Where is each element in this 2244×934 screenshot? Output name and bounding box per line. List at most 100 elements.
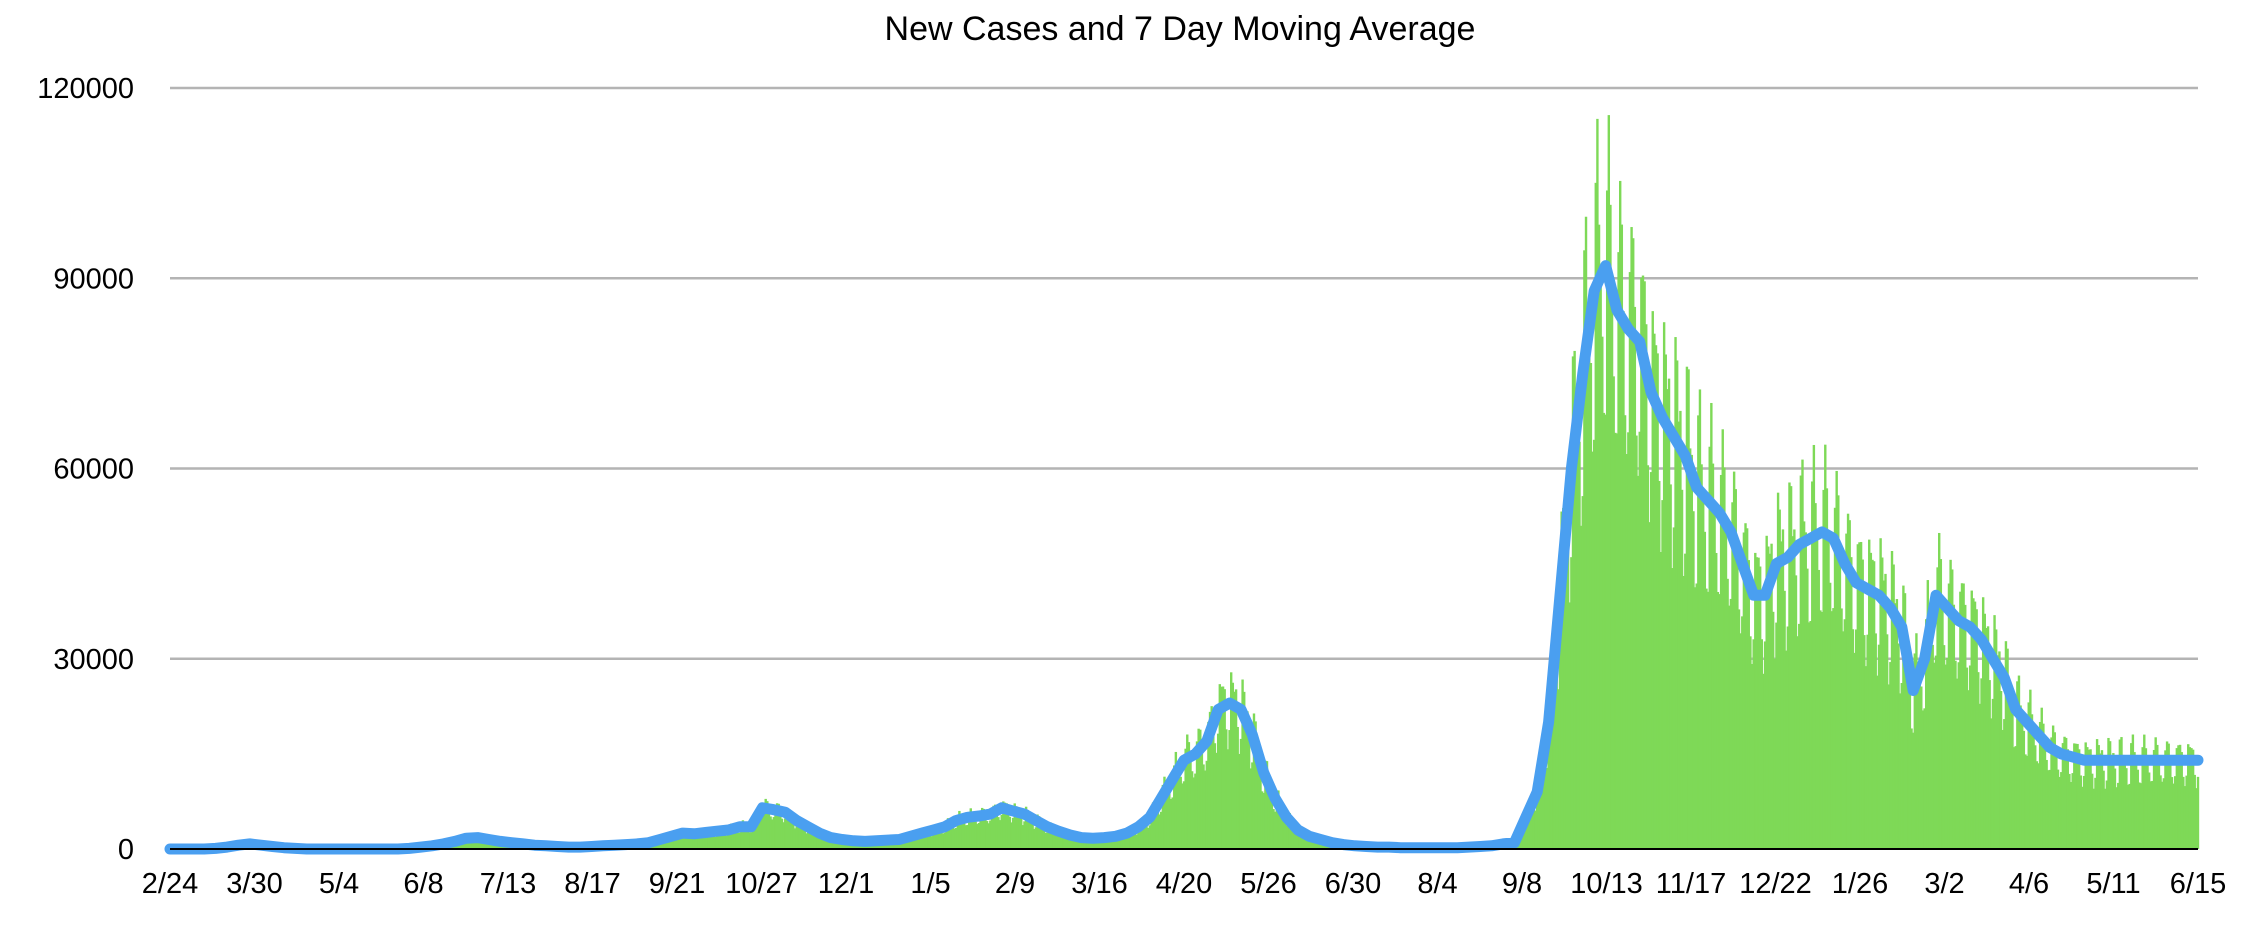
daily-cases-bar [1278, 801, 1282, 849]
daily-cases-bar [1060, 827, 1064, 849]
daily-cases-bar [1565, 487, 1568, 849]
daily-cases-bar [2068, 773, 2071, 849]
daily-cases-bar [1711, 463, 1715, 849]
daily-cases-bar [1988, 680, 1991, 849]
daily-cases-bar [1827, 535, 1830, 849]
daily-cases-bar [1833, 507, 1837, 849]
daily-cases-bar [1786, 626, 1790, 849]
daily-cases-bar [1146, 827, 1150, 849]
daily-cases-bar [1627, 432, 1630, 849]
daily-cases-bar [1298, 828, 1301, 849]
daily-cases-bar [1581, 496, 1584, 849]
daily-cases-bar [823, 834, 826, 849]
daily-cases-bar [1124, 838, 1127, 849]
daily-cases-bar [1721, 429, 1724, 849]
daily-cases-bar [722, 829, 725, 849]
daily-cases-bar [953, 828, 956, 849]
daily-cases-bar [1918, 670, 1921, 849]
daily-cases-bar [1557, 689, 1560, 849]
daily-cases-bar [950, 822, 953, 849]
daily-cases-bar [2079, 775, 2083, 849]
daily-cases-bar [1910, 728, 1913, 849]
daily-cases-bar [733, 827, 736, 849]
daily-cases-bar [1682, 575, 1685, 849]
daily-cases-bar [841, 842, 844, 849]
daily-cases-bar [2029, 689, 2032, 849]
daily-cases-bar [1591, 451, 1594, 849]
daily-cases-bar [1579, 525, 1583, 849]
daily-cases-bar [2040, 707, 2043, 849]
daily-cases-bar [1780, 541, 1783, 849]
daily-cases-bar [1265, 761, 1269, 849]
daily-cases-bar [1133, 831, 1137, 849]
daily-cases-bar [1254, 721, 1257, 849]
daily-cases-bar [1524, 823, 1527, 849]
daily-cases-bar [2027, 702, 2030, 849]
daily-cases-bar [1028, 814, 1031, 849]
daily-cases-bar [731, 827, 735, 849]
daily-cases-bar [2175, 748, 2179, 849]
x-tick-label: 9/8 [1502, 868, 1542, 900]
daily-cases-bar [1156, 807, 1160, 849]
daily-cases-bar [1597, 224, 1601, 850]
daily-cases-bar [1200, 741, 1204, 849]
x-tick-label: 4/6 [2009, 868, 2049, 900]
chart-title: New Cases and 7 Day Moving Average [885, 10, 1476, 48]
daily-cases-bar [912, 833, 916, 849]
daily-cases-bar [1739, 633, 1742, 849]
daily-cases-bar [1809, 621, 1812, 849]
daily-cases-bar [1752, 639, 1755, 849]
daily-cases-bar [1755, 557, 1759, 849]
daily-cases-bar [678, 836, 681, 849]
daily-cases-bar [2154, 737, 2157, 849]
daily-cases-bar [959, 815, 963, 849]
x-tick-label: 3/30 [226, 868, 282, 900]
daily-cases-bar [1981, 597, 1985, 849]
daily-cases-bar [2091, 773, 2094, 849]
daily-cases-bar [1029, 814, 1033, 849]
daily-cases-bar [808, 822, 811, 849]
daily-cases-bar [1892, 564, 1895, 849]
daily-cases-bar [2008, 683, 2011, 849]
daily-cases-bar [805, 833, 808, 849]
daily-cases-bar [2187, 744, 2190, 849]
daily-cases-bar [1902, 585, 1905, 849]
daily-cases-bar [1737, 609, 1741, 849]
daily-cases-bar [1710, 402, 1713, 849]
daily-cases-bar [1942, 645, 1946, 849]
daily-cases-bar [1881, 557, 1884, 849]
daily-cases-bar [1176, 761, 1179, 849]
daily-cases-bar [1166, 786, 1169, 849]
y-tick-label: 0 [118, 834, 134, 866]
daily-cases-bar [940, 829, 943, 849]
daily-cases-bar [753, 813, 756, 849]
daily-cases-bar [697, 831, 701, 849]
daily-cases-bar [704, 836, 707, 849]
daily-cases-bar [2009, 686, 2013, 849]
daily-cases-bar [1155, 804, 1158, 849]
daily-cases-bar [1145, 822, 1148, 849]
daily-cases-bar [2115, 787, 2118, 849]
daily-cases-bar [2021, 713, 2024, 849]
daily-cases-bar [932, 834, 935, 849]
daily-cases-bar [2055, 748, 2058, 849]
daily-cases-bar [1898, 693, 1902, 849]
daily-cases-bar [1304, 837, 1308, 849]
daily-cases-bar [1999, 690, 2003, 849]
daily-cases-bar [1299, 827, 1303, 849]
daily-cases-bar [2152, 749, 2156, 849]
daily-cases-bar [1604, 414, 1607, 849]
daily-cases-bar [1168, 791, 1171, 849]
daily-cases-bar [2160, 781, 2164, 849]
daily-cases-bar [1715, 552, 1718, 849]
daily-cases-bar [1129, 828, 1132, 849]
daily-cases-bar [2125, 768, 2128, 849]
daily-cases-bar [1234, 689, 1238, 849]
daily-cases-bar [2076, 743, 2079, 849]
daily-cases-bar [2061, 743, 2065, 849]
daily-cases-bar [2136, 769, 2139, 849]
x-tick-label: 6/8 [403, 868, 443, 900]
daily-cases-bar [751, 820, 754, 849]
x-tick-label: 1/5 [910, 868, 950, 900]
daily-cases-bar [1623, 415, 1627, 849]
